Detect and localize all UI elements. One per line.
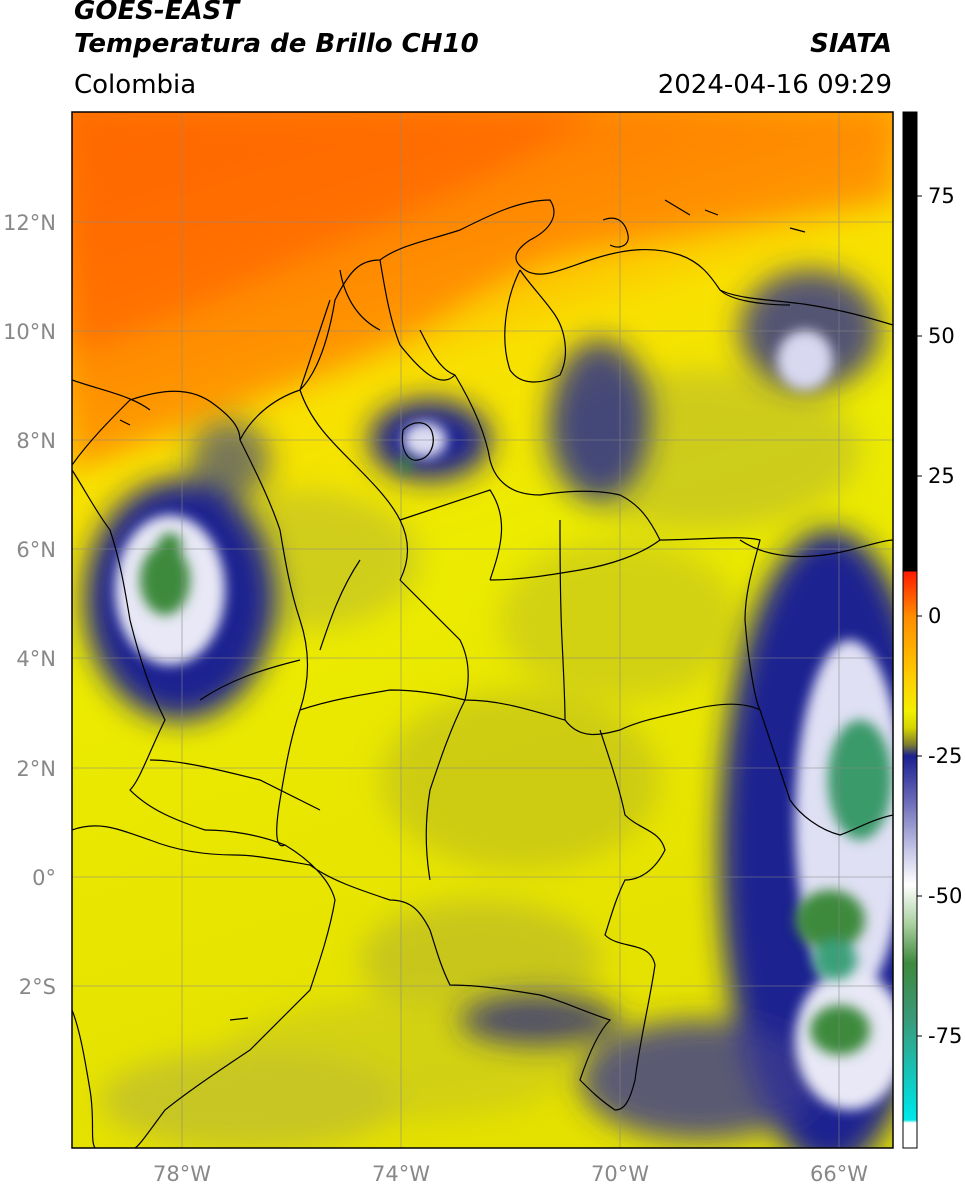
lat-label: 0° — [32, 866, 56, 890]
colorbar-frame — [902, 111, 918, 1149]
satellite-title: GOES-EAST — [74, 0, 240, 26]
region-label: Colombia — [74, 70, 197, 100]
brightness-temperature-field — [72, 112, 893, 1148]
colorbar-gradient — [903, 112, 917, 1148]
longitude-labels: 78°W 74°W 70°W 66°W — [153, 1162, 868, 1186]
latitude-labels: 12°N 10°N 8°N 6°N 4°N 2°N 0° 2°S — [3, 211, 56, 999]
map-frame — [71, 111, 894, 1149]
colorbar-tick-label: 75 — [928, 184, 955, 208]
colorbar-tick-label: 0 — [928, 604, 941, 628]
colorbar-tick-label: -50 — [928, 884, 962, 908]
lat-label: 8°N — [16, 429, 56, 453]
lat-label: 2°S — [19, 975, 56, 999]
lon-label: 74°W — [372, 1162, 430, 1186]
lat-label: 10°N — [3, 320, 56, 344]
colorbar: 75 50 25 0 -25 -50 -75 — [902, 111, 962, 1149]
product-title: Temperatura de Brillo CH10 — [74, 29, 479, 59]
country-borders — [72, 199, 893, 1148]
lat-label: 12°N — [3, 211, 56, 235]
source-label: SIATA — [810, 29, 892, 59]
lat-label: 2°N — [16, 757, 56, 781]
lat-label: 4°N — [16, 647, 56, 671]
lat-label: 6°N — [16, 538, 56, 562]
datetime-label: 2024-04-16 09:29 — [657, 70, 892, 100]
colorbar-ticks: 75 50 25 0 -25 -50 -75 — [917, 184, 962, 1048]
lon-label: 70°W — [591, 1162, 649, 1186]
colorbar-tick-label: 50 — [928, 324, 955, 348]
lon-label: 78°W — [153, 1162, 211, 1186]
lon-label: 66°W — [810, 1162, 868, 1186]
colorbar-tick-label: -75 — [928, 1024, 962, 1048]
colorbar-tick-label: -25 — [928, 744, 962, 768]
colorbar-tick-label: 25 — [928, 464, 955, 488]
